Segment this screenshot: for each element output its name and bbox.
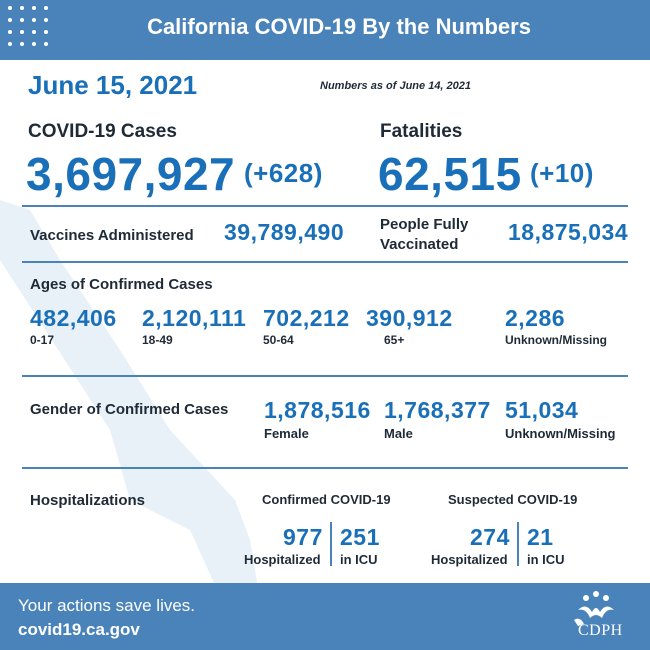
- california-map-graphic: [0, 200, 260, 600]
- age-group-value: 2,286: [505, 305, 566, 331]
- divider: [22, 261, 628, 263]
- confirmed-covid-title: Confirmed COVID-19: [262, 492, 391, 507]
- confirmed-icu-value: 251: [340, 524, 380, 550]
- fatalities-change: (+10): [530, 158, 594, 188]
- suspected-covid-title: Suspected COVID-19: [448, 492, 578, 507]
- fatalities-value: 62,515: [378, 148, 522, 200]
- vaccines-label: Vaccines Administered: [30, 227, 194, 244]
- cdph-logo-text: CDPH: [578, 622, 623, 639]
- gender-value: 1,878,516: [264, 397, 371, 423]
- ages-section-title: Ages of Confirmed Cases: [30, 276, 213, 293]
- separator: [330, 522, 332, 566]
- vaccines-value: 39,789,490: [224, 219, 345, 245]
- suspected-icu-value: 21: [527, 524, 554, 550]
- fully-vaccinated-value: 18,875,034: [508, 219, 629, 245]
- footer-url-link[interactable]: covid19.ca.gov: [18, 620, 140, 639]
- gender-label: Male: [384, 426, 413, 441]
- cases-change: (+628): [244, 158, 323, 188]
- suspected-hospitalized-value: 274: [470, 524, 510, 550]
- cdph-logo-icon: [574, 591, 614, 626]
- cases-label: COVID-19 Cases: [28, 121, 177, 142]
- confirmed-hospitalized-label: Hospitalized: [244, 552, 321, 567]
- gender-label: Unknown/Missing: [505, 426, 616, 441]
- footer-bar: [0, 583, 650, 650]
- age-group-value: 702,212: [263, 305, 350, 331]
- gender-value: 51,034: [505, 397, 579, 423]
- page-title: California COVID-19 By the Numbers: [147, 14, 531, 39]
- report-date: June 15, 2021: [28, 70, 198, 100]
- hospitalizations-section-title: Hospitalizations: [30, 492, 146, 509]
- fatalities-label: Fatalities: [380, 121, 463, 142]
- gender-section-title: Gender of Confirmed Cases: [30, 401, 229, 418]
- age-group-label: Unknown/Missing: [505, 333, 607, 347]
- header-bar: [0, 0, 650, 60]
- gender-value: 1,768,377: [384, 397, 491, 423]
- confirmed-icu-label: in ICU: [340, 552, 378, 567]
- suspected-hospitalized-label: Hospitalized: [431, 552, 508, 567]
- age-group-label: 50-64: [263, 333, 294, 347]
- age-group-value: 390,912: [366, 305, 453, 331]
- confirmed-hospitalized-value: 977: [283, 524, 323, 550]
- age-group-value: 2,120,111: [142, 305, 247, 331]
- cases-value: 3,697,927: [26, 148, 236, 200]
- dots-pattern-icon: [8, 6, 48, 46]
- gender-label: Female: [264, 426, 309, 441]
- fully-vaccinated-label: People Fully Vaccinated: [380, 216, 469, 253]
- age-group-label: 0-17: [30, 333, 55, 347]
- footer-tagline: Your actions save lives.: [18, 596, 196, 615]
- age-group-label: 18-49: [142, 333, 173, 347]
- as-of-note: Numbers as of June 14, 2021: [320, 80, 472, 92]
- separator: [517, 522, 519, 566]
- divider: [22, 205, 628, 207]
- divider: [22, 375, 628, 377]
- divider: [22, 467, 628, 469]
- age-group-label: 65+: [384, 333, 405, 347]
- age-group-value: 482,406: [30, 305, 117, 331]
- suspected-icu-label: in ICU: [527, 552, 565, 567]
